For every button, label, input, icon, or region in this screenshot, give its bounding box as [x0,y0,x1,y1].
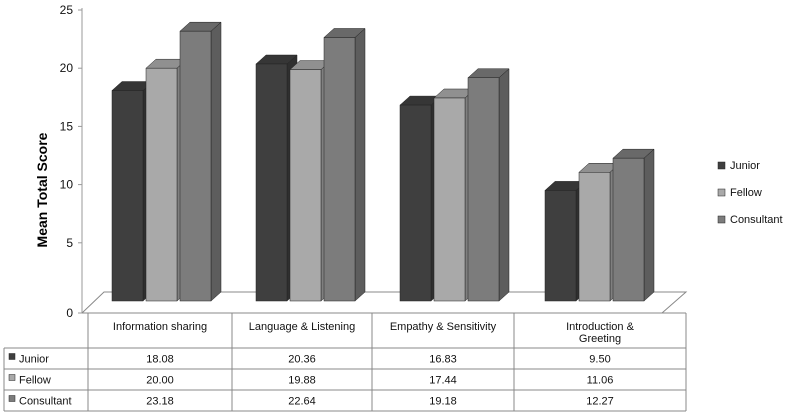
legend: Junior Fellow Consultant [717,160,783,226]
table-cell-value: 19.88 [288,375,316,387]
bar-side [210,21,222,302]
table-row-swatch [8,395,16,402]
y-axis-label: Mean Total Score [34,132,50,247]
table-cell-value: 12.27 [586,396,614,408]
y-tick-label: 25 [60,3,74,17]
y-tick-label: 15 [60,119,74,133]
legend-label: Junior [730,160,760,172]
legend-swatch [717,161,726,170]
table-cell-value: 20.36 [288,354,316,366]
bars [111,21,655,302]
bar-side [643,148,655,302]
category-label: Introduction & [566,321,635,333]
table-cell-value: 9.50 [589,354,610,366]
bar-consultant-1 [323,27,366,302]
table-row-swatch [8,374,16,381]
table-cell-value: 23.18 [146,396,174,408]
bar-front [111,90,144,302]
bar-consultant-0 [179,21,222,302]
table-cell-value: 11.06 [587,375,614,387]
y-tick-label: 5 [66,236,73,250]
category-label: Language & Listening [249,321,355,333]
category-label: Information sharing [113,321,207,333]
bar-front [467,77,500,302]
bar-front [255,63,288,302]
legend-label: Fellow [730,187,762,199]
bar-front [433,97,466,302]
table-row-label: Consultant [19,396,72,408]
bar-front [145,67,178,302]
bar-front [323,37,356,302]
table-cell-value: 22.64 [288,396,316,408]
legend-swatch [717,188,726,197]
table-cell-value: 19.18 [429,396,457,408]
legend-label: Consultant [730,214,783,226]
table-cell-value: 17.44 [429,375,457,387]
bar-front [399,104,432,302]
table-cell-value: 18.08 [146,354,174,366]
y-tick-label: 20 [60,61,74,75]
axes: 0 5 10 15 20 25 Mean Total Score [34,3,688,320]
legend-item-junior: Junior [717,160,760,172]
bar-consultant-3 [612,148,655,302]
legend-item-fellow: Fellow [717,187,762,199]
legend-item-consultant: Consultant [717,214,783,226]
bar-front [578,172,611,302]
bar-front [179,30,212,302]
bar-side [498,68,510,302]
table-cell-value: 16.83 [429,354,457,366]
bar-front [612,157,645,302]
bar-front [289,69,322,302]
bar-consultant-2 [467,68,510,302]
data-table: Information sharing Language & Listening E… [3,312,687,412]
table-row-swatch [8,353,16,360]
category-label: Greeting [579,333,621,345]
table-row-label: Junior [19,354,49,366]
table-cell-value: 20.00 [146,375,174,387]
table-row-label: Fellow [19,375,51,387]
legend-swatch [717,215,726,224]
bar-side [354,27,366,302]
category-label: Empathy & Sensitivity [390,321,497,333]
y-tick-label: 10 [60,178,74,192]
y-tick-label: 0 [66,306,73,320]
bar-front [544,190,577,302]
